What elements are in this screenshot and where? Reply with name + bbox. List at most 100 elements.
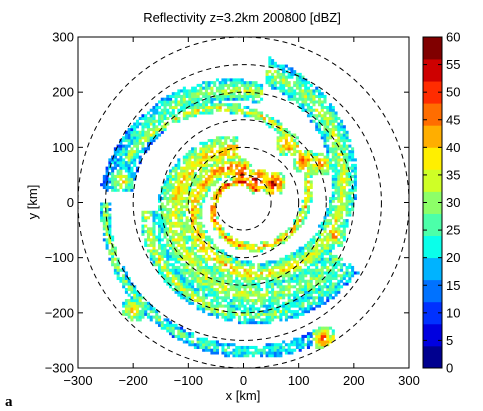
reflectivity-cell [163,249,167,253]
reflectivity-cell [138,296,142,300]
reflectivity-cell [133,312,137,316]
reflectivity-cell [282,293,286,297]
reflectivity-cell [221,271,225,275]
reflectivity-cell [246,92,250,96]
reflectivity-cell [163,213,167,217]
reflectivity-cell [287,75,291,79]
reflectivity-cell [306,114,310,118]
reflectivity-cell [122,265,126,269]
reflectivity-cell [337,141,341,145]
reflectivity-cell [235,345,239,349]
reflectivity-cell [309,268,313,272]
reflectivity-cell [127,158,131,162]
reflectivity-cell [169,271,173,275]
reflectivity-cell [163,103,167,107]
reflectivity-cell [317,122,322,126]
reflectivity-cell [340,191,344,195]
reflectivity-cell [188,224,192,228]
reflectivity-cell [229,158,233,162]
reflectivity-cell [342,230,346,234]
reflectivity-cell [185,290,189,294]
reflectivity-cell [124,133,128,137]
reflectivity-cell [304,257,308,261]
reflectivity-cell [226,301,231,305]
reflectivity-cell [326,166,330,170]
reflectivity-cell [306,86,310,90]
reflectivity-cell [243,345,247,349]
reflectivity-cell [301,254,305,258]
reflectivity-cell [152,307,156,311]
reflectivity-cell [331,337,335,341]
reflectivity-cell [224,152,228,156]
reflectivity-cell [257,274,261,278]
reflectivity-cell [282,130,286,134]
reflectivity-cell [329,128,333,132]
reflectivity-cell [243,158,247,162]
reflectivity-cell [221,343,225,347]
reflectivity-cell [298,89,302,93]
reflectivity-cell [215,227,219,231]
reflectivity-cell [218,301,222,305]
reflectivity-cell [345,177,349,181]
reflectivity-cell [315,238,319,242]
reflectivity-cell [279,78,283,82]
reflectivity-cell [180,216,184,220]
reflectivity-cell [265,263,269,267]
reflectivity-cell [213,158,217,162]
reflectivity-cell [293,296,297,300]
reflectivity-cell [265,315,269,319]
reflectivity-cell [210,100,214,104]
reflectivity-cell [309,307,313,311]
colorbar-block [423,81,442,104]
reflectivity-cell [240,354,244,358]
reflectivity-cell [213,271,217,275]
reflectivity-cell [180,100,184,104]
reflectivity-cell [337,285,341,289]
reflectivity-cell [160,205,164,209]
reflectivity-cell [182,263,186,267]
reflectivity-cell [254,185,258,190]
reflectivity-cell [298,252,302,256]
reflectivity-cell [317,254,322,258]
reflectivity-cell [326,150,330,154]
reflectivity-cell [323,94,327,98]
reflectivity-cell [279,152,283,156]
reflectivity-cell [191,188,195,192]
reflectivity-cell [182,172,186,176]
reflectivity-cell [306,180,310,184]
reflectivity-cell [215,180,219,184]
reflectivity-cell [304,108,308,112]
reflectivity-cell [331,116,335,121]
reflectivity-cell [155,260,159,264]
reflectivity-cell [304,103,308,107]
reflectivity-cell [287,276,291,281]
reflectivity-cell [268,351,272,355]
reflectivity-cell [326,235,330,239]
reflectivity-cell [284,293,288,297]
reflectivity-cell [171,199,175,203]
reflectivity-cell [169,216,173,220]
reflectivity-cell [334,155,338,159]
reflectivity-cell [268,299,272,303]
reflectivity-cell [133,158,137,162]
reflectivity-cell [331,105,335,110]
reflectivity-cell [348,276,352,281]
reflectivity-cell [174,185,178,190]
reflectivity-cell [163,260,167,264]
reflectivity-cell [226,86,231,90]
reflectivity-cell [254,301,258,305]
reflectivity-cell [226,293,231,297]
reflectivity-cell [329,213,333,217]
reflectivity-cell [309,199,313,203]
reflectivity-cell [287,343,291,347]
reflectivity-cell [180,191,184,195]
reflectivity-cell [127,141,131,145]
reflectivity-cell [276,183,280,187]
reflectivity-cell [160,97,164,101]
reflectivity-cell [235,288,239,292]
reflectivity-cell [177,219,181,223]
reflectivity-cell [207,290,211,294]
reflectivity-cell [180,332,184,336]
reflectivity-cell [202,158,206,162]
reflectivity-cell [152,221,156,225]
